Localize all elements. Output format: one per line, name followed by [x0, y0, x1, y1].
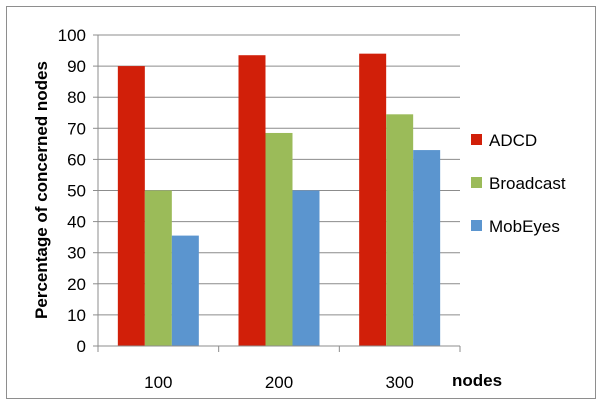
bar-broadcast-100 [144, 190, 172, 346]
y-axis-label: Percentage of concerned nodes [32, 61, 51, 319]
legend-label-mobeyes: MobEyes [489, 217, 560, 236]
y-tick-label: 0 [77, 337, 86, 356]
legend-swatch-mobeyes [471, 220, 482, 231]
y-tick-label: 40 [67, 213, 86, 232]
bar-mobeyes-200 [292, 190, 320, 346]
y-tick-label: 50 [67, 182, 86, 201]
x-tick-label: 300 [385, 373, 413, 392]
y-tick-label: 90 [67, 57, 86, 76]
y-tick-label: 20 [67, 275, 86, 294]
y-tick-label: 10 [67, 306, 86, 325]
x-tick-labels: 100 200 300 [144, 373, 414, 392]
legend: ADCD Broadcast MobEyes [471, 131, 566, 236]
x-axis-label: nodes [452, 371, 502, 390]
bar-broadcast-300 [386, 114, 414, 347]
legend-label-broadcast: Broadcast [489, 174, 566, 193]
legend-swatch-adcd [471, 134, 482, 145]
y-tick-label: 60 [67, 150, 86, 169]
bar-adcd-100 [117, 66, 145, 346]
legend-swatch-broadcast [471, 177, 482, 188]
bar-adcd-200 [238, 55, 266, 347]
x-tick-label: 100 [144, 373, 172, 392]
bar-broadcast-200 [265, 132, 293, 346]
y-tick-label: 80 [67, 88, 86, 107]
y-tick-labels: 0 10 20 30 40 50 60 70 80 90 100 [58, 26, 86, 356]
x-tick-label: 200 [265, 373, 293, 392]
legend-label-adcd: ADCD [489, 131, 537, 150]
y-tick-label: 30 [67, 244, 86, 263]
bar-adcd-300 [359, 53, 387, 346]
bar-mobeyes-300 [413, 150, 441, 346]
axes [93, 34, 461, 352]
bar-mobeyes-100 [171, 235, 199, 346]
y-tick-label: 70 [67, 119, 86, 138]
y-tick-label: 100 [58, 26, 86, 45]
bars [117, 53, 441, 347]
